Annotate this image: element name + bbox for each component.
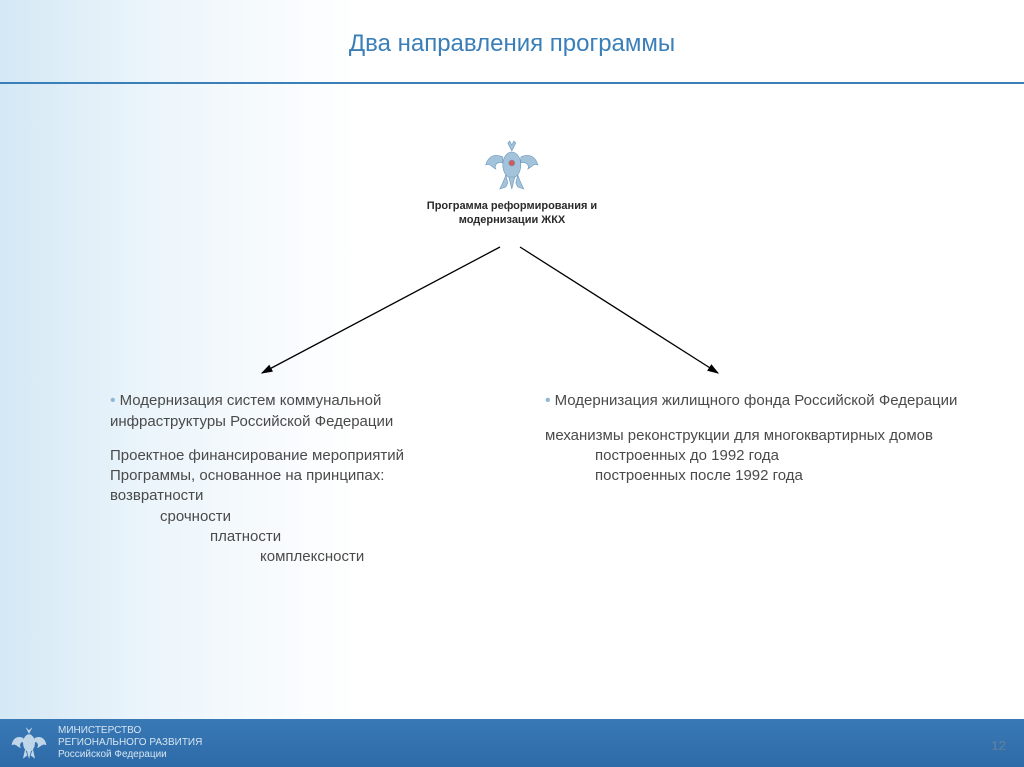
slide: Два направления программы Программа рефо…: [0, 0, 1024, 767]
footer-line-3: Российской Федерации: [58, 749, 167, 760]
left-principle-3: платности: [110, 527, 281, 547]
page-number: 12 12: [992, 738, 1006, 753]
left-branch: •Модернизация систем коммунальной инфрас…: [110, 390, 480, 581]
left-heading: •Модернизация систем коммунальной инфрас…: [110, 390, 480, 432]
arrow-right: [520, 247, 718, 373]
footer-text: МИНИСТЕРСТВО РЕГИОНАЛЬНОГО РАЗВИТИЯ Росс…: [58, 725, 202, 761]
branch-arrows: [0, 245, 1024, 395]
root-label-line-2: модернизации ЖКХ: [459, 214, 566, 226]
left-principle-1: возвратности: [110, 487, 203, 504]
eagle-emblem-icon: [482, 135, 542, 193]
right-branch: •Модернизация жилищного фонда Российской…: [545, 390, 985, 500]
right-item-2: построенных после 1992 года: [545, 466, 803, 486]
title-area: Два направления программы: [0, 0, 1024, 78]
footer-bar: МИНИСТЕРСТВО РЕГИОНАЛЬНОГО РАЗВИТИЯ Росс…: [0, 719, 1024, 767]
root-node: Программа реформирования и модернизации …: [427, 135, 597, 228]
root-label-line-1: Программа реформирования и: [427, 200, 597, 212]
right-heading: •Модернизация жилищного фонда Российской…: [545, 390, 985, 412]
left-principle-2: срочности: [110, 507, 231, 527]
right-item-1: построенных до 1992 года: [545, 446, 779, 466]
bullet-icon: •: [110, 392, 116, 409]
footer-line-1: МИНИСТЕРСТВО: [58, 725, 141, 736]
slide-title: Два направления программы: [0, 30, 1024, 58]
left-principle-4: комплексности: [110, 547, 364, 567]
bullet-icon: •: [545, 392, 551, 409]
footer-emblem-icon: [10, 724, 48, 762]
right-lead: механизмы реконструкции для многоквартир…: [545, 426, 985, 487]
footer-line-2: РЕГИОНАЛЬНОГО РАЗВИТИЯ: [58, 737, 202, 748]
left-lead: Проектное финансирование мероприятий Про…: [110, 446, 480, 568]
root-node-label: Программа реформирования и модернизации …: [427, 199, 597, 228]
title-divider: [0, 82, 1024, 84]
arrow-left: [262, 247, 500, 373]
